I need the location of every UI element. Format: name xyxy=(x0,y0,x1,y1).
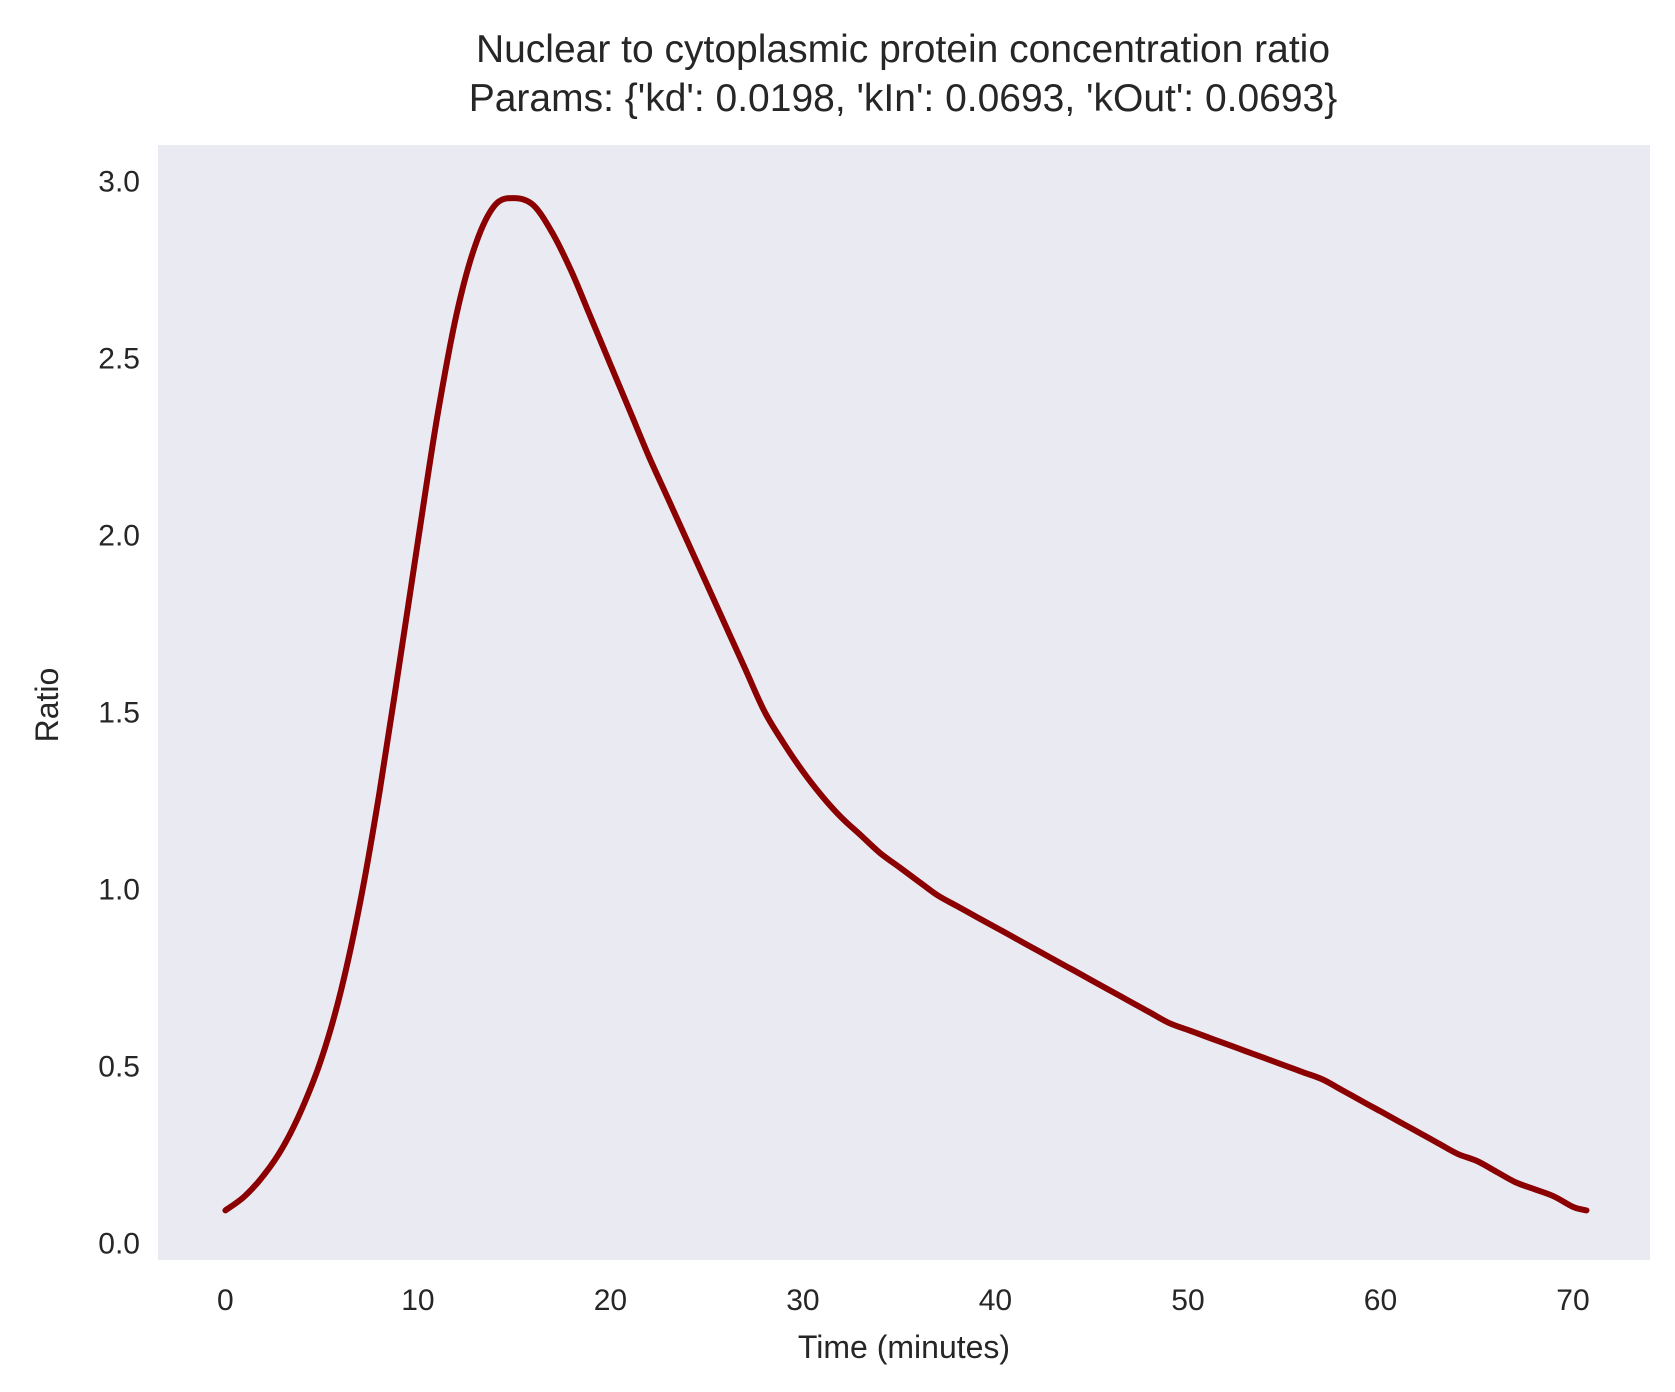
x-axis-label: Time (minutes) xyxy=(798,1329,1010,1365)
y-tick-label: 2.5 xyxy=(98,342,140,375)
chart-subtitle: Params: {'kd': 0.0198, 'kIn': 0.0693, 'k… xyxy=(469,77,1338,120)
y-tick-label: 3.0 xyxy=(98,165,140,198)
x-tick-label: 50 xyxy=(1171,1284,1204,1317)
x-tick-label: 20 xyxy=(594,1284,627,1317)
plot-area xyxy=(158,145,1650,1260)
x-tick-label: 70 xyxy=(1556,1284,1589,1317)
x-tick-label: 10 xyxy=(401,1284,434,1317)
x-tick-label: 40 xyxy=(979,1284,1012,1317)
x-axis-ticks: 0 10 20 30 40 50 60 70 xyxy=(217,1284,1590,1317)
chart-title: Nuclear to cytoplasmic protein concentra… xyxy=(476,28,1330,71)
y-axis-label: Ratio xyxy=(29,668,65,743)
y-tick-label: 1.5 xyxy=(98,696,140,729)
y-axis-ticks: 0.0 0.5 1.0 1.5 2.0 2.5 3.0 xyxy=(98,165,140,1260)
y-tick-label: 2.0 xyxy=(98,519,140,552)
y-tick-label: 1.0 xyxy=(98,873,140,906)
series-line xyxy=(222,195,1590,1214)
y-tick-label: 0.0 xyxy=(98,1227,140,1260)
x-tick-label: 30 xyxy=(786,1284,819,1317)
y-tick-label: 0.5 xyxy=(98,1050,140,1083)
x-tick-label: 0 xyxy=(217,1284,234,1317)
x-tick-label: 60 xyxy=(1364,1284,1397,1317)
